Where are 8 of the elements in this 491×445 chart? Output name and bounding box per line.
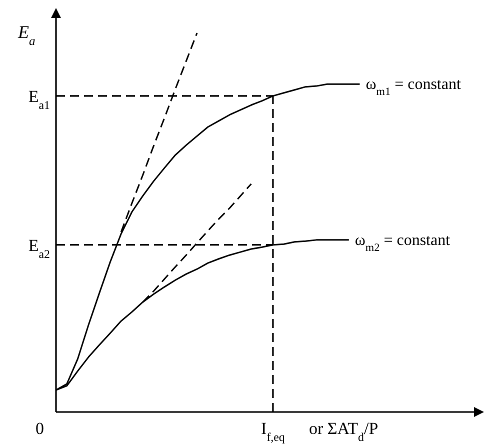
- ref-line-label: E$_{a1}$: [28, 86, 50, 112]
- series-label: ω$_{m2}$ = constant: [354, 232, 451, 254]
- y-axis-title: E$_{a}$: [17, 22, 36, 48]
- ref-line-label: E$_{a2}$: [28, 236, 50, 261]
- text: I$_{f,eq}$: [261, 419, 285, 444]
- series-label: ω$_{m1}$ = constant: [366, 76, 462, 98]
- x-axis-title: or ΣAT$_{d}$/P: [308, 419, 378, 444]
- text: 0: [36, 419, 44, 438]
